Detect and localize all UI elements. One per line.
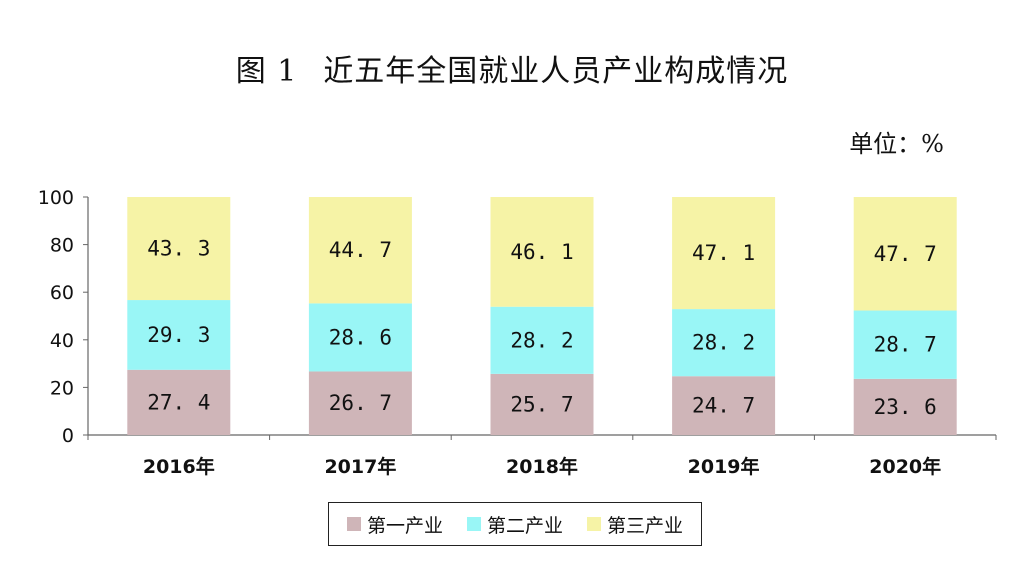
bar-segment xyxy=(672,197,776,310)
bar-segment xyxy=(490,373,594,435)
data-label: 47. 7 xyxy=(874,242,937,266)
bar-segment xyxy=(672,376,776,435)
bar-segment xyxy=(127,300,231,370)
data-label: 27. 4 xyxy=(147,390,210,414)
bar-segment xyxy=(308,197,412,304)
data-label: 28. 7 xyxy=(874,333,937,357)
data-label: 28. 2 xyxy=(510,328,573,352)
y-tick-label: 80 xyxy=(50,235,74,257)
chart-title: 图 1 近五年全国就业人员产业构成情况 xyxy=(0,46,1024,90)
bar-segment xyxy=(853,310,957,379)
x-category-label: 2019年 xyxy=(688,455,760,478)
y-tick-label: 100 xyxy=(38,187,74,209)
y-tick-label: 40 xyxy=(50,330,74,352)
data-label: 44. 7 xyxy=(329,238,392,262)
chart-title-prefix: 图 1 xyxy=(235,54,298,89)
data-label: 26. 7 xyxy=(329,391,392,415)
chart-title-text: 近五年全国就业人员产业构成情况 xyxy=(323,54,789,89)
x-category-label: 2018年 xyxy=(506,455,578,478)
y-tick-label: 60 xyxy=(50,282,74,304)
legend-swatch xyxy=(586,517,601,531)
data-label: 28. 6 xyxy=(329,325,392,349)
bar-segment xyxy=(490,306,594,374)
legend-swatch xyxy=(466,517,481,531)
data-label: 43. 3 xyxy=(147,237,210,261)
data-label: 29. 3 xyxy=(147,323,210,347)
legend: 第一产业 第二产业 第三产业 xyxy=(328,502,702,546)
legend-swatch xyxy=(346,517,361,531)
x-category-label: 2016年 xyxy=(143,455,215,478)
axes: 0 20 40 60 80 100 2016年 2017年 2018年 2019年 2020年 xyxy=(38,187,997,478)
legend-item: 第三产业 xyxy=(586,511,683,538)
bar-segment xyxy=(308,371,412,435)
legend-item: 第一产业 xyxy=(346,511,443,538)
data-label: 24. 7 xyxy=(692,394,755,418)
bar-segment xyxy=(672,309,776,377)
legend-label: 第一产业 xyxy=(366,514,443,537)
bars xyxy=(127,197,957,435)
data-label: 47. 1 xyxy=(692,241,755,265)
legend-label: 第三产业 xyxy=(606,514,683,537)
stacked-bar-chart: 0 20 40 60 80 100 2016年 2017年 2018年 2019年 2020年 27… xyxy=(38,187,997,478)
data-label: 46. 1 xyxy=(510,240,573,264)
bar-segment xyxy=(308,303,412,372)
legend-label: 第二产业 xyxy=(486,514,563,537)
legend-item: 第二产业 xyxy=(466,511,563,538)
x-category-label: 2017年 xyxy=(324,455,396,478)
bar-segment xyxy=(127,197,231,301)
y-tick-label: 0 xyxy=(62,425,74,447)
x-category-label: 2020年 xyxy=(869,455,941,478)
data-label: 25. 7 xyxy=(510,392,573,416)
bar-segment xyxy=(127,369,231,435)
y-tick-label: 20 xyxy=(50,377,74,399)
bar-segment xyxy=(853,378,957,435)
data-labels: 27. 4 29. 3 43. 3 26. 7 28. 6 44. 7 25. 7 28. 2… xyxy=(147,237,937,419)
unit-label: 单位：% xyxy=(849,130,944,158)
data-label: 23. 6 xyxy=(874,395,937,419)
bar-segment xyxy=(853,197,957,311)
data-label: 28. 2 xyxy=(692,331,755,355)
bar-segment xyxy=(490,197,594,307)
